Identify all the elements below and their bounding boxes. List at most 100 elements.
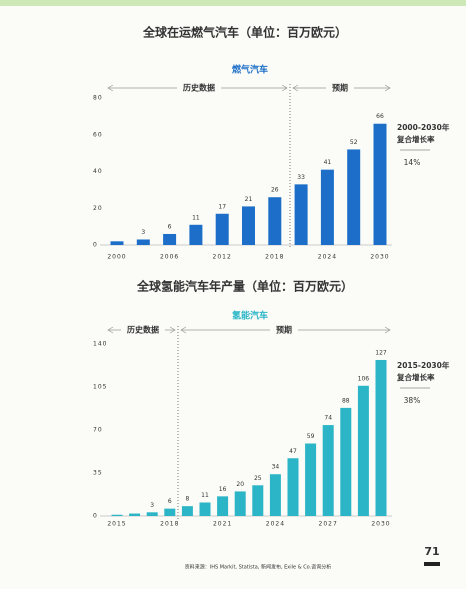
value-label: 16 [219,486,227,493]
value-label: 3 [150,502,154,509]
bar [111,514,123,516]
value-label: 3 [141,229,145,236]
chart-subtitle: 燃气汽车 [232,64,268,76]
page-number: 71 [424,545,439,558]
bar [217,496,229,516]
value-label: 25 [254,475,262,482]
value-label: 106 [358,375,370,382]
x-tick-label: 2024 [266,521,285,528]
top-band [0,0,466,6]
y-tick-label: 140 [93,341,107,348]
x-tick-label: 2024 [318,254,337,261]
value-label: 41 [324,159,332,166]
value-label: 88 [342,397,350,404]
value-label: 52 [350,139,358,146]
x-tick-label: 2030 [371,521,390,528]
history-arrow-head [169,326,176,334]
history-arrow-head [281,84,288,92]
forecast-arrow-head [384,84,391,92]
value-label: 21 [245,196,253,203]
x-tick-label: 2006 [160,254,179,261]
value-label: 59 [307,433,315,440]
bar [375,359,387,516]
cagr-label: 复合增长率 [396,372,435,382]
value-label: 26 [271,187,279,194]
bar [357,385,369,516]
y-tick-label: 60 [93,131,103,138]
history-arrow-head [107,326,114,334]
chart-subtitle: 氢能汽车 [232,310,268,322]
bar [305,443,317,516]
bar [181,506,193,516]
label-bg [326,82,354,94]
cagr-label: 2000-2030年 [397,122,450,132]
y-tick-label: 0 [93,242,98,249]
cagr-value: 14% [404,158,421,167]
x-tick-label: 2015 [107,521,126,528]
y-tick-label: 35 [93,470,103,477]
y-tick-label: 0 [93,513,98,520]
cagr-label: 2015-2030年 [397,360,450,370]
forecast-arrow-head [180,326,187,334]
x-tick-label: 2030 [370,254,389,261]
label-bg [121,324,165,336]
value-label: 6 [168,498,172,505]
bar [110,241,124,245]
value-label: 47 [289,448,297,455]
bar [163,233,177,245]
bar [146,512,158,516]
bar [215,213,229,245]
y-tick-label: 80 [93,95,103,102]
bar [234,491,246,516]
cagr-label: 复合增长率 [396,134,435,144]
bar [242,206,255,245]
forecast-arrow-head [384,326,391,334]
bar [347,149,361,245]
value-label: 74 [324,415,332,422]
bar [252,485,264,516]
bar [136,239,150,245]
forecast-label: 预期 [332,83,348,93]
history-arrow-head [107,84,114,92]
chart-title: 全球在运燃气汽车（单位：百万欧元） [142,25,347,40]
bar [320,169,334,245]
x-tick-label: 2018 [265,254,284,261]
y-tick-label: 20 [93,205,103,212]
history-label: 历史数据 [183,83,215,93]
x-tick-label: 2027 [319,521,338,528]
x-tick-label: 2000 [107,254,126,261]
page-mark [424,562,440,566]
x-tick-label: 2021 [213,521,232,528]
value-label: 66 [376,113,384,120]
bar [189,224,203,245]
bar [287,458,299,516]
value-label: 8 [185,496,189,503]
y-tick-label: 70 [93,427,103,434]
value-label: 6 [168,223,172,230]
bar [373,123,387,245]
value-label: 127 [375,349,387,356]
chart-title: 全球氢能汽车年产量（单位：百万欧元） [136,279,353,294]
value-label: 11 [192,214,200,221]
y-tick-label: 105 [93,384,107,391]
x-tick-label: 2012 [213,254,232,261]
bar [129,513,141,516]
source: 资料来源：IHS Markit, Statista, 新闻发布, Exile &… [185,564,332,571]
forecast-label: 预期 [276,325,292,335]
value-label: 20 [236,481,244,488]
value-label: 34 [272,464,280,471]
forecast-arrow-head [292,84,299,92]
cagr-value: 38% [404,396,421,405]
value-label: 33 [297,174,305,181]
value-label: 11 [201,492,209,499]
bar [340,407,352,516]
bar [268,197,282,245]
bar [164,508,176,516]
history-label: 历史数据 [127,325,159,335]
label-bg [270,324,298,336]
bar [269,474,281,516]
bar [322,425,334,516]
x-tick-label: 2018 [160,521,179,528]
label-bg [177,82,221,94]
